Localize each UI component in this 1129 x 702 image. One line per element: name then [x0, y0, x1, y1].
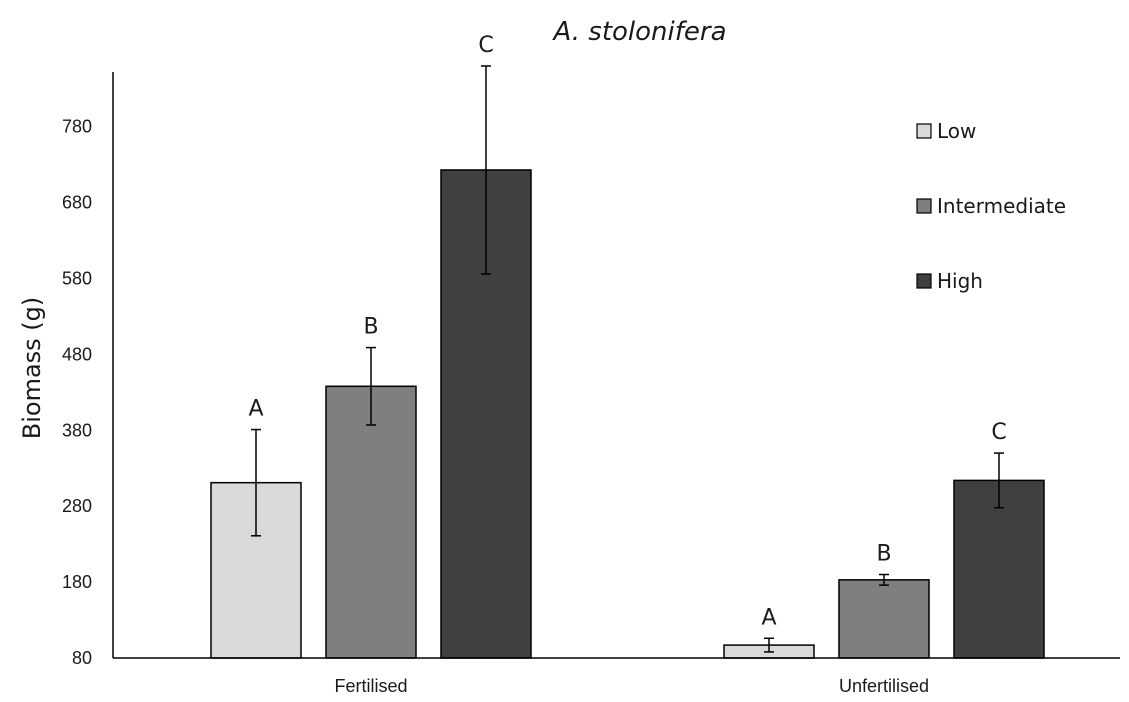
legend-item-high: High: [916, 269, 983, 293]
bar-intermediate-fertilised: [325, 385, 417, 659]
y-tick-label: 380: [62, 420, 92, 440]
error-bar: [764, 637, 774, 653]
legend: Low Intermediate High: [916, 119, 1066, 293]
y-tick-label: 280: [62, 496, 92, 516]
significance-label: B: [876, 542, 891, 567]
x-tick-label: Unfertilised: [839, 676, 929, 696]
significance-label: A: [761, 605, 776, 630]
error-bar: [366, 346, 376, 426]
significance-label: C: [991, 420, 1006, 445]
chart-title: A. stolonifera: [551, 17, 726, 47]
y-tick-label: 680: [62, 193, 92, 213]
legend-label: Intermediate: [937, 194, 1066, 218]
legend-label: Low: [937, 119, 976, 143]
x-tick-labels: Fertilised Unfertilised: [334, 676, 929, 696]
bar-intermediate-unfertilised: [838, 579, 930, 659]
significance-label: A: [248, 397, 263, 422]
bars-group: [210, 169, 1045, 659]
legend-item-intermediate: Intermediate: [916, 194, 1066, 218]
y-tick-label: 80: [72, 648, 92, 668]
y-tick-label: 780: [62, 117, 92, 137]
y-tick-label: 180: [62, 572, 92, 592]
bar-high-unfertilised: [953, 479, 1045, 659]
legend-label: High: [937, 269, 983, 293]
error-bar: [879, 573, 889, 586]
significance-labels-group: A A B B C C: [248, 33, 1006, 630]
legend-swatch: [916, 123, 932, 139]
error-bar: [481, 65, 491, 275]
significance-label: B: [363, 315, 378, 340]
legend-swatch: [916, 198, 932, 214]
legend-swatch: [916, 273, 932, 289]
x-tick-label: Fertilised: [334, 676, 407, 696]
y-tick-label: 580: [62, 269, 92, 289]
y-axis-label: Biomass (g): [18, 297, 46, 440]
legend-item-low: Low: [916, 119, 976, 143]
significance-label: C: [478, 33, 493, 58]
error-bar: [994, 452, 1004, 509]
y-tick-labels: 80 180 280 380 480 580 680 780: [62, 117, 92, 668]
error-bar: [251, 428, 261, 537]
error-bars-group: [251, 65, 1004, 653]
y-tick-label: 480: [62, 344, 92, 364]
